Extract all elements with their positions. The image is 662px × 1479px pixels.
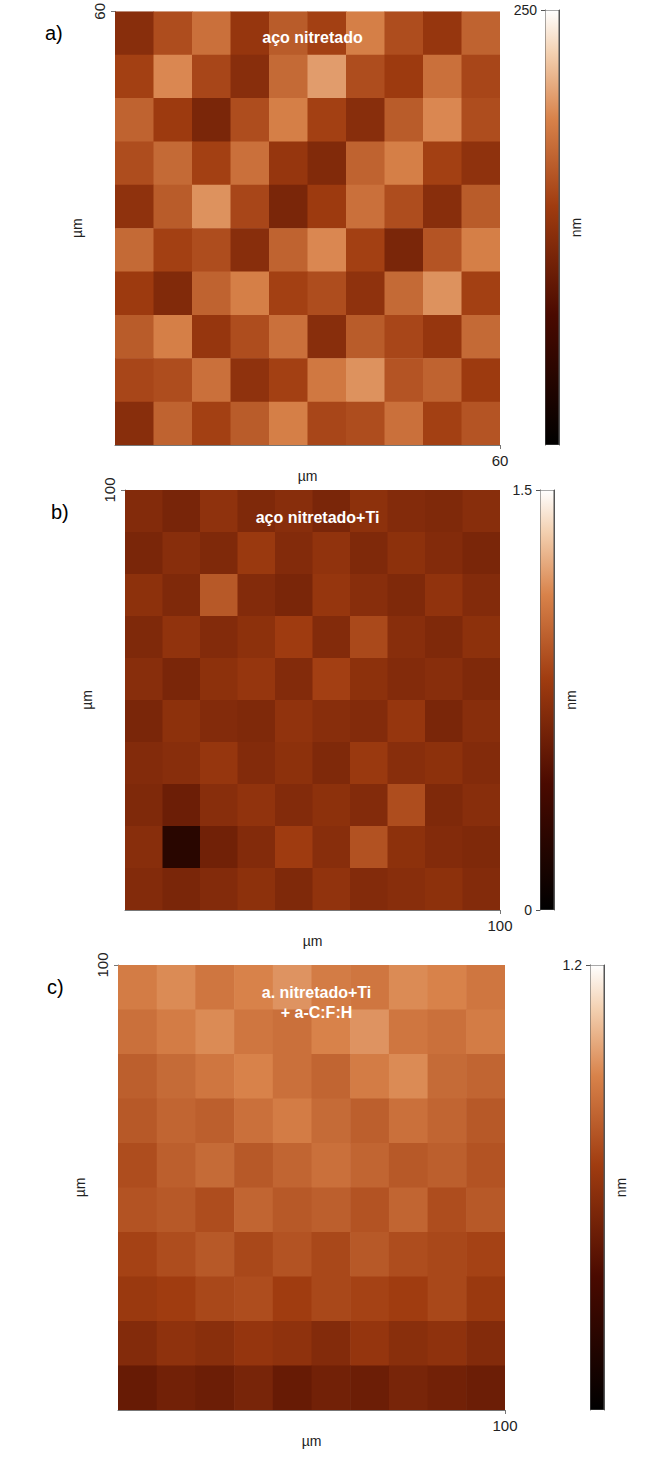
svg-text:a): a) — [45, 22, 63, 44]
svg-text:100: 100 — [101, 477, 118, 502]
svg-text:60: 60 — [492, 452, 509, 469]
svg-text:100: 100 — [492, 1417, 517, 1434]
svg-text:60: 60 — [91, 3, 108, 20]
svg-text:µm: µm — [302, 1433, 322, 1449]
svg-text:µm: µm — [303, 933, 323, 949]
svg-text:µm: µm — [69, 218, 85, 238]
svg-text:b): b) — [51, 501, 69, 523]
svg-text:100: 100 — [94, 952, 111, 977]
svg-text:1.2: 1.2 — [563, 957, 583, 973]
svg-text:+ a-C:F:H: + a-C:F:H — [281, 1004, 353, 1021]
svg-text:c): c) — [47, 976, 64, 998]
svg-text:µm: µm — [79, 690, 95, 710]
svg-text:aço nitretado: aço nitretado — [262, 29, 363, 46]
svg-text:nm: nm — [568, 218, 584, 237]
svg-text:0: 0 — [524, 902, 532, 918]
svg-text:aço nitretado+Ti: aço nitretado+Ti — [256, 509, 380, 526]
svg-text:µm: µm — [298, 468, 318, 484]
svg-text:250: 250 — [514, 2, 538, 18]
svg-text:100: 100 — [487, 917, 512, 934]
svg-text:a. nitretado+Ti: a. nitretado+Ti — [262, 984, 372, 1001]
svg-text:nm: nm — [563, 690, 579, 709]
svg-text:nm: nm — [613, 1178, 629, 1197]
svg-text:µm: µm — [72, 1178, 88, 1198]
svg-text:1.5: 1.5 — [513, 482, 533, 498]
